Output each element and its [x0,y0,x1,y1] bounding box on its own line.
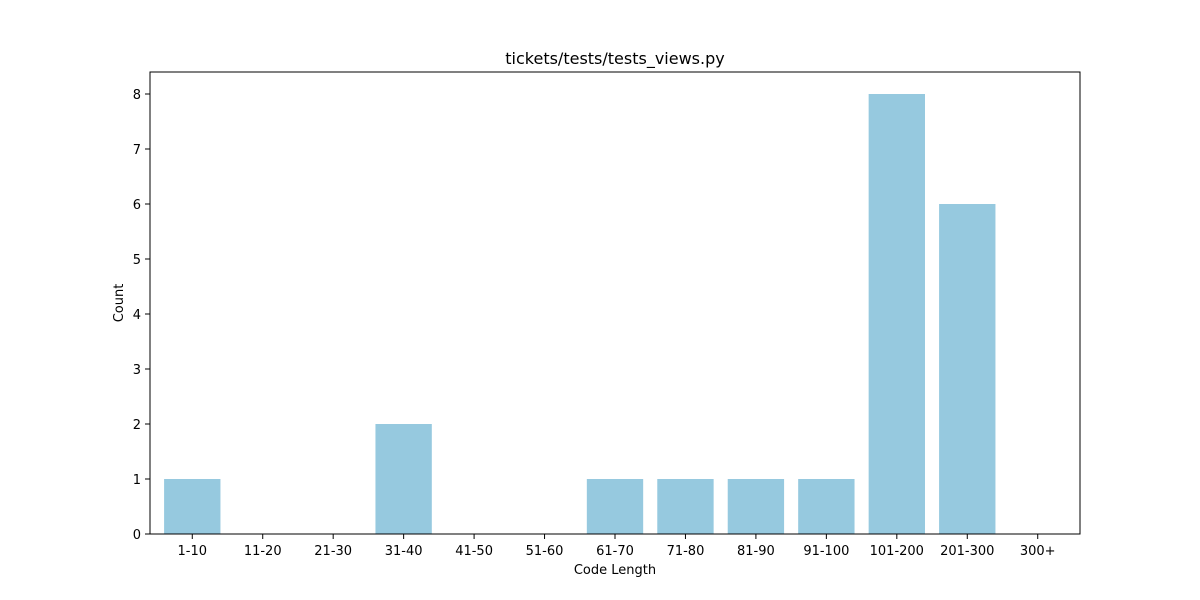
bar-201-300 [939,204,996,534]
x-tick-label: 41-50 [455,544,493,559]
y-tick-label: 2 [133,418,141,433]
chart-title: tickets/tests/tests_views.py [505,49,724,69]
x-tick-label: 11-20 [244,544,282,559]
x-tick-label: 1-10 [178,544,208,559]
x-tick-label: 51-60 [526,544,564,559]
y-tick-label: 0 [133,528,141,543]
x-tick-label: 81-90 [737,544,775,559]
y-tick-label: 3 [133,363,141,378]
bars-group [164,94,996,534]
bar-101-200 [868,94,925,534]
x-tick-label: 31-40 [385,544,423,559]
y-axis-title: Count [112,284,127,323]
x-tick-label: 21-30 [314,544,352,559]
x-axis: 1-10 11-20 21-30 31-40 41-50 51-60 61-70 71-80 8… [178,534,1056,559]
bar-91-100 [798,479,855,534]
bar-31-40 [375,424,432,534]
x-tick-label: 61-70 [596,544,634,559]
x-tick-label: 91-100 [803,544,849,559]
x-tick-label: 101-200 [870,544,924,559]
bar-81-90 [727,479,785,534]
bar-61-70 [586,479,644,534]
x-tick-label: 201-300 [940,544,994,559]
y-tick-label: 5 [133,253,141,268]
y-tick-label: 4 [133,308,141,323]
x-axis-title: Code Length [574,563,656,578]
bar-71-80 [657,479,714,534]
y-tick-label: 7 [133,143,141,158]
y-axis: 0 1 2 3 4 5 6 7 8 [133,88,150,543]
x-tick-label: 71-80 [667,544,705,559]
y-tick-label: 1 [133,473,141,488]
y-tick-label: 6 [133,198,141,213]
y-tick-label: 8 [133,88,141,103]
bar-1-10 [164,479,221,534]
x-tick-label: 300+ [1020,544,1056,559]
